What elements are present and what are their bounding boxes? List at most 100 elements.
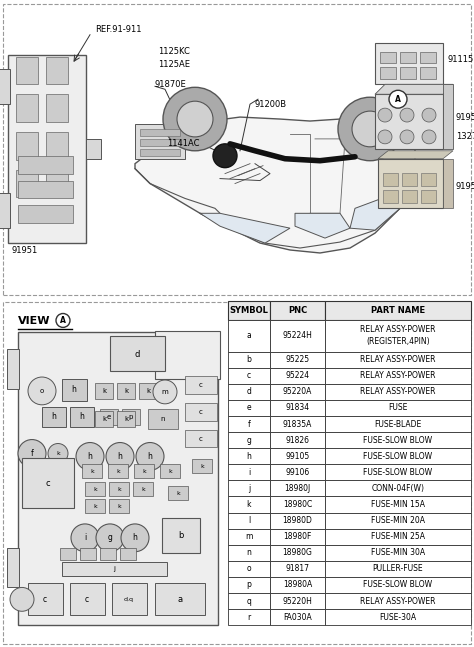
Circle shape — [18, 439, 46, 467]
Circle shape — [422, 130, 436, 144]
Text: REF.91-911: REF.91-911 — [95, 25, 142, 34]
Bar — [228, 384, 270, 400]
Bar — [228, 496, 270, 512]
Text: FUSE-SLOW BLOW: FUSE-SLOW BLOW — [364, 468, 433, 477]
Text: d: d — [246, 388, 251, 397]
Bar — [325, 367, 471, 384]
Bar — [325, 609, 471, 625]
Bar — [110, 336, 165, 371]
Bar — [325, 545, 471, 561]
Circle shape — [10, 587, 34, 611]
Text: k: k — [93, 487, 97, 492]
Bar — [148, 409, 178, 428]
Text: 1125KC: 1125KC — [158, 47, 190, 56]
Text: k: k — [168, 469, 172, 474]
Bar — [400, 67, 416, 80]
Text: j: j — [248, 484, 250, 493]
Bar — [155, 331, 220, 379]
Text: k: k — [142, 469, 146, 474]
Bar — [228, 480, 270, 496]
Bar — [100, 409, 118, 424]
Bar — [270, 416, 325, 432]
Text: i: i — [84, 533, 86, 542]
Bar — [160, 465, 180, 478]
Text: k: k — [141, 487, 145, 492]
Bar — [325, 400, 471, 416]
Bar — [228, 512, 270, 529]
Bar — [325, 352, 471, 367]
Bar — [325, 320, 471, 352]
Text: h: h — [133, 533, 137, 542]
Text: 1141AC: 1141AC — [167, 139, 200, 148]
Bar — [270, 432, 325, 448]
Text: CONN-04F(W): CONN-04F(W) — [372, 484, 425, 493]
Text: e: e — [107, 413, 111, 420]
Polygon shape — [443, 159, 453, 208]
Text: h: h — [88, 452, 92, 461]
Text: h: h — [72, 386, 76, 395]
Bar — [28, 584, 63, 615]
Bar — [228, 609, 270, 625]
Text: k: k — [200, 464, 204, 469]
Bar — [134, 465, 154, 478]
Bar — [325, 301, 471, 320]
Text: PNC: PNC — [288, 305, 307, 314]
Text: RELAY ASSY-POWER: RELAY ASSY-POWER — [360, 597, 436, 606]
Bar — [60, 548, 76, 560]
Bar — [228, 529, 270, 545]
Bar — [133, 482, 153, 496]
Bar — [420, 67, 436, 80]
Circle shape — [48, 444, 68, 463]
Bar — [421, 173, 436, 186]
Bar — [18, 205, 73, 223]
Text: RELAY ASSY-POWER: RELAY ASSY-POWER — [360, 325, 436, 334]
Bar — [185, 376, 217, 394]
Bar — [378, 159, 443, 208]
Bar — [0, 69, 10, 104]
Bar — [108, 465, 128, 478]
Text: FUSE-SLOW BLOW: FUSE-SLOW BLOW — [364, 580, 433, 589]
Text: FUSE-MIN 30A: FUSE-MIN 30A — [371, 548, 425, 557]
Bar — [18, 181, 73, 199]
Bar — [270, 465, 325, 480]
Bar — [228, 577, 270, 593]
Bar — [228, 465, 270, 480]
Text: k: k — [102, 388, 106, 394]
Text: 91200B: 91200B — [255, 100, 287, 109]
Bar — [122, 409, 140, 424]
Text: 95224H: 95224H — [283, 331, 312, 340]
Text: k: k — [56, 451, 60, 456]
Bar — [139, 383, 157, 399]
Text: 18980C: 18980C — [283, 500, 312, 509]
Text: h: h — [52, 412, 56, 421]
Circle shape — [153, 380, 177, 404]
Text: k: k — [124, 388, 128, 394]
Bar — [270, 529, 325, 545]
Bar — [325, 512, 471, 529]
Bar — [325, 496, 471, 512]
Bar — [80, 548, 96, 560]
Text: c: c — [199, 409, 203, 415]
Text: A: A — [395, 94, 401, 104]
Bar — [7, 548, 19, 587]
Text: n: n — [161, 416, 165, 422]
Bar — [140, 129, 180, 136]
Bar — [16, 56, 38, 84]
Text: k: k — [93, 503, 97, 509]
Circle shape — [389, 91, 407, 108]
Bar — [383, 190, 398, 203]
Text: FUSE-MIN 15A: FUSE-MIN 15A — [371, 500, 425, 509]
Bar — [270, 448, 325, 465]
Bar — [228, 320, 270, 352]
Text: FUSE-MIN 20A: FUSE-MIN 20A — [371, 516, 425, 525]
Bar — [421, 190, 436, 203]
Bar — [400, 52, 416, 63]
Text: n: n — [246, 548, 251, 557]
Bar — [375, 43, 443, 84]
Text: 18980G: 18980G — [283, 548, 312, 557]
Bar — [380, 67, 396, 80]
Text: RELAY ASSY-POWER: RELAY ASSY-POWER — [360, 355, 436, 364]
Circle shape — [213, 144, 237, 168]
Text: 99106: 99106 — [285, 468, 310, 477]
Polygon shape — [295, 214, 350, 238]
